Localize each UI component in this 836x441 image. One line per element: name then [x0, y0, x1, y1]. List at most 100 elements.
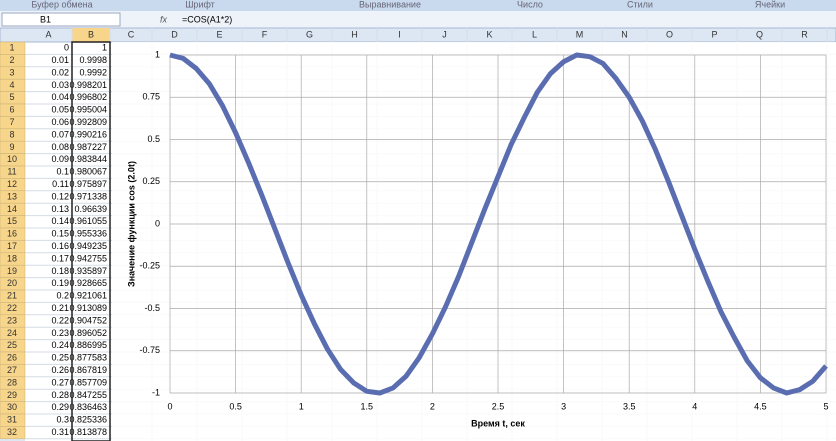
cell-a[interactable]: 0.24 [51, 340, 69, 350]
cell-a[interactable]: 0.08 [51, 142, 69, 152]
row-number[interactable]: 13 [7, 191, 17, 201]
cell-a[interactable]: 0.09 [51, 154, 69, 164]
cell-a[interactable]: 0.19 [51, 278, 69, 288]
cell-a[interactable]: 0.03 [51, 80, 69, 90]
cell-b[interactable]: 0.877583 [69, 353, 107, 363]
cell-b[interactable]: 0.904752 [69, 315, 107, 325]
cell-b[interactable]: 0.995004 [69, 105, 107, 115]
cell-a[interactable]: 0.22 [51, 315, 69, 325]
row-number[interactable]: 6 [9, 105, 14, 115]
cell-b[interactable]: 0.886995 [69, 340, 107, 350]
row-number[interactable]: 20 [7, 278, 17, 288]
cell-b[interactable]: 0.836463 [69, 402, 107, 412]
column-header[interactable]: A [45, 29, 51, 39]
row-number[interactable]: 7 [9, 117, 14, 127]
row-number[interactable]: 25 [7, 340, 17, 350]
cell-b[interactable]: 0.990216 [69, 129, 107, 139]
column-header[interactable]: E [216, 29, 222, 39]
column-header[interactable]: Q [756, 29, 763, 39]
row-number[interactable]: 22 [7, 303, 17, 313]
cell-b[interactable]: 0.980067 [69, 167, 107, 177]
cell-b[interactable]: 0.913089 [69, 303, 107, 313]
name-box[interactable] [1, 12, 121, 27]
cell-b[interactable]: 0.825336 [69, 415, 107, 425]
cell-a[interactable]: 0.07 [51, 129, 69, 139]
cell-a[interactable]: 0.11 [52, 179, 69, 189]
cell-a[interactable]: 0.12 [51, 191, 69, 201]
row-number[interactable]: 28 [7, 377, 17, 387]
column-header[interactable]: H [351, 29, 358, 39]
cell-a[interactable]: 0.05 [51, 105, 69, 115]
column-header[interactable]: L [532, 29, 537, 39]
row-number[interactable]: 2 [9, 55, 14, 65]
row-number[interactable]: 1 [9, 43, 14, 53]
cell-b[interactable]: 0.961055 [69, 216, 107, 226]
row-number[interactable]: 31 [7, 415, 17, 425]
cell-b[interactable]: 0.847255 [69, 390, 107, 400]
cell-a[interactable]: 0.29 [51, 402, 69, 412]
cell-b[interactable]: 0.998201 [69, 80, 107, 90]
row-number[interactable]: 11 [7, 167, 16, 177]
cell-a[interactable]: 0.23 [51, 328, 69, 338]
row-number[interactable]: 19 [7, 266, 17, 276]
row-number[interactable]: 8 [9, 129, 14, 139]
cell-a[interactable]: 0.27 [51, 377, 69, 387]
cell-b[interactable]: 0.896052 [69, 328, 107, 338]
row-number[interactable]: 27 [7, 365, 17, 375]
column-header[interactable]: I [398, 29, 401, 39]
column-header[interactable]: K [486, 29, 492, 39]
cell-b[interactable]: 0.96639 [74, 204, 107, 214]
cell-a[interactable]: 0.13 [51, 204, 69, 214]
cell-b[interactable]: 0.857709 [69, 377, 107, 387]
cell-b[interactable]: 0.813878 [69, 427, 107, 437]
column-header[interactable]: G [306, 29, 313, 39]
row-number[interactable]: 23 [7, 315, 17, 325]
cell-b[interactable]: 0.992809 [69, 117, 107, 127]
cell-a[interactable]: 0.31 [51, 427, 69, 437]
column-header[interactable]: B [88, 29, 94, 39]
cell-b[interactable]: 0.935897 [69, 266, 107, 276]
cell-a[interactable]: 0 [64, 43, 69, 53]
row-number[interactable]: 17 [7, 241, 17, 251]
cell-b[interactable]: 0.955336 [69, 229, 107, 239]
row-number[interactable]: 29 [7, 390, 17, 400]
row-number[interactable]: 30 [7, 402, 17, 412]
row-number[interactable]: 4 [9, 80, 14, 90]
row-number[interactable]: 26 [7, 353, 17, 363]
cell-a[interactable]: 0.26 [51, 365, 69, 375]
row-number[interactable]: 18 [7, 253, 17, 263]
cell-a[interactable]: 0.2 [56, 291, 69, 301]
column-header[interactable]: O [666, 29, 673, 39]
cell-a[interactable]: 0.18 [51, 266, 69, 276]
column-header[interactable]: R [801, 29, 808, 39]
cell-a[interactable]: 0.16 [51, 241, 69, 251]
column-header[interactable]: J [442, 29, 447, 39]
row-number[interactable]: 10 [7, 154, 17, 164]
row-number[interactable]: 15 [7, 216, 17, 226]
cell-b[interactable]: 0.996802 [69, 92, 107, 102]
cell-b[interactable]: 0.867819 [69, 365, 107, 375]
cell-b[interactable]: 0.942755 [69, 253, 107, 263]
cell-b[interactable]: 1 [102, 43, 107, 53]
column-header[interactable]: N [621, 29, 628, 39]
column-header[interactable]: F [262, 29, 268, 39]
row-number[interactable]: 5 [9, 92, 14, 102]
cell-a[interactable]: 0.28 [51, 390, 69, 400]
cell-a[interactable]: 0.06 [51, 117, 69, 127]
cell-a[interactable]: 0.04 [51, 92, 69, 102]
cell-a[interactable]: 0.15 [51, 229, 69, 239]
column-header[interactable]: D [171, 29, 178, 39]
column-header[interactable]: P [711, 29, 717, 39]
cell-a[interactable]: 0.02 [51, 67, 69, 77]
cell-a[interactable]: 0.3 [56, 415, 69, 425]
cell-a[interactable]: 0.01 [51, 55, 69, 65]
row-number[interactable]: 16 [7, 229, 17, 239]
column-header[interactable]: C [128, 29, 135, 39]
cell-a[interactable]: 0.1 [56, 167, 69, 177]
row-number[interactable]: 12 [7, 179, 17, 189]
cell-a[interactable]: 0.14 [51, 216, 69, 226]
row-number[interactable]: 21 [7, 291, 17, 301]
cell-b[interactable]: 0.928665 [69, 278, 107, 288]
cell-b[interactable]: 0.975897 [69, 179, 107, 189]
row-number[interactable]: 9 [9, 142, 14, 152]
